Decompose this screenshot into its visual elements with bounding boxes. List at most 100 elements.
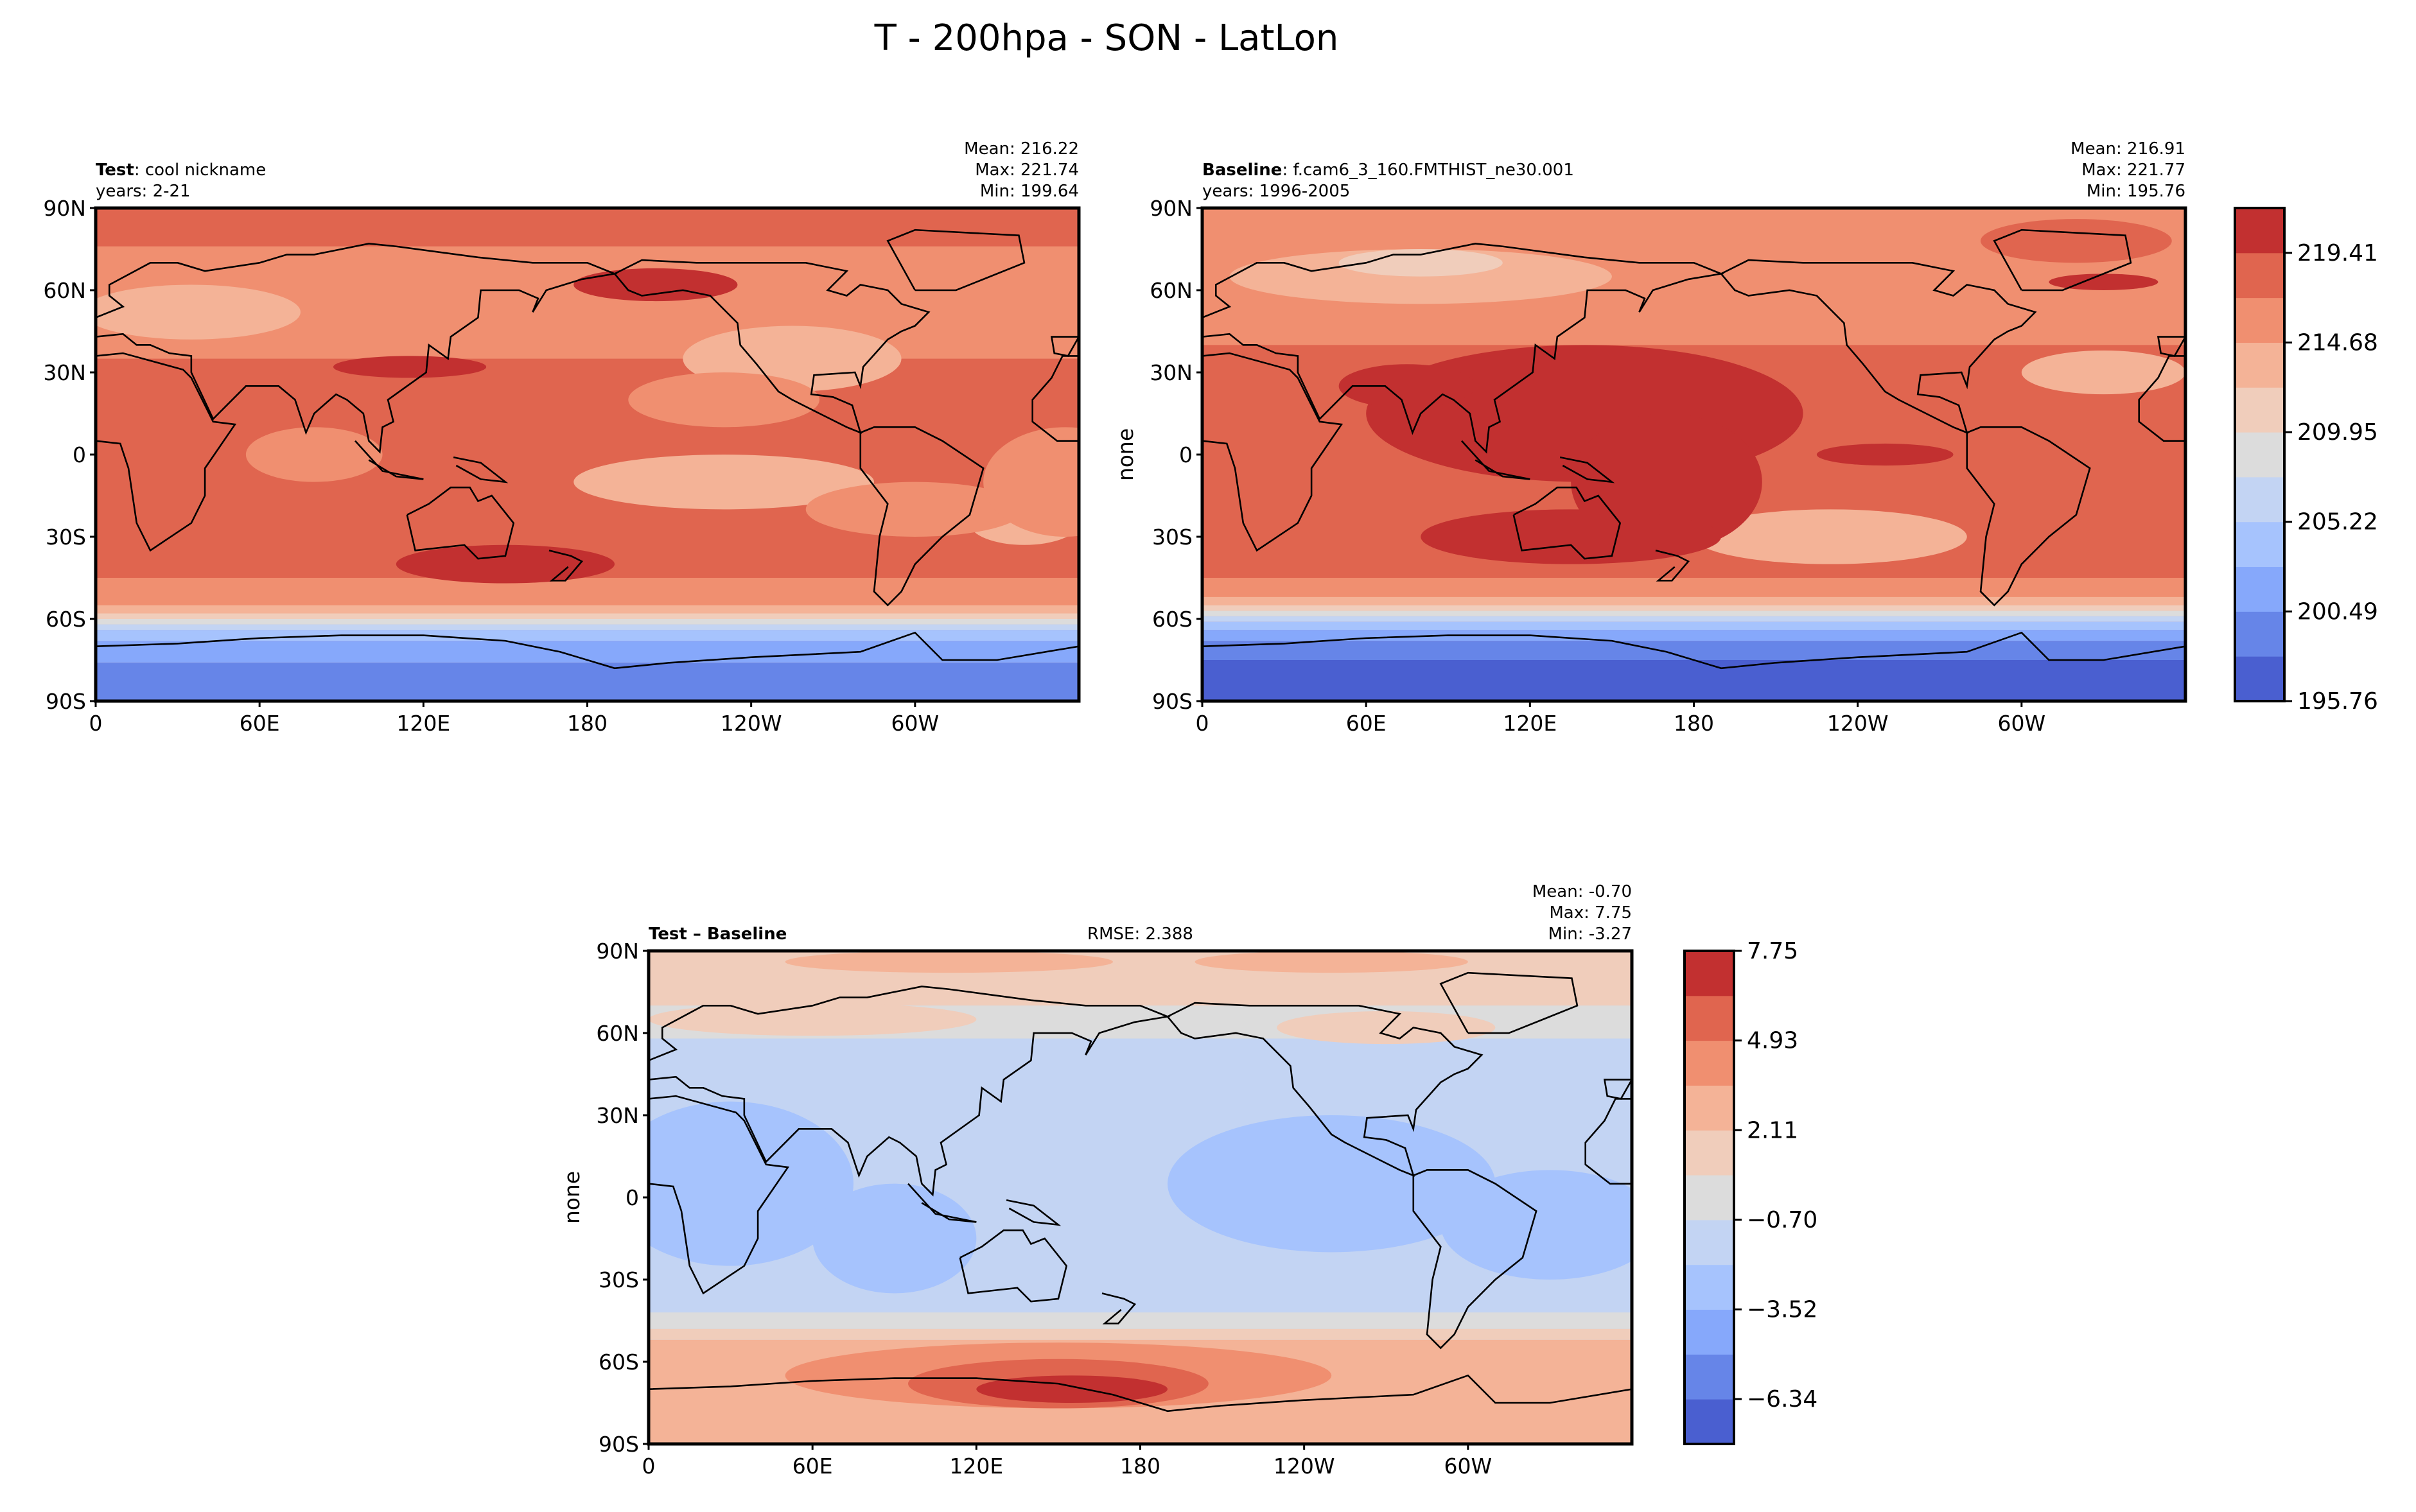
contour-region: [1195, 951, 1468, 973]
colorbar-tick-label: 219.41: [2297, 240, 2378, 266]
contour-region: [1981, 219, 2172, 263]
colorbar-swatch: [1685, 995, 1734, 1041]
coastline: [1168, 1003, 1482, 1176]
colorbar-swatch: [2235, 252, 2284, 299]
colorbar-tick-label: 214.68: [2297, 329, 2378, 356]
coastline: [1586, 1099, 1632, 1183]
coastline: [1102, 1293, 1135, 1323]
y-axis-label: none: [1113, 428, 1138, 481]
difference-panel: 0 60E 120E 180 120W 60W 90N 60N 30N 0 30S 60S 90S Tes…: [559, 882, 1634, 1479]
colorbar: 195.76 200.49 205.22 209.95 214.68 219.41: [2234, 207, 2378, 715]
y-tick-label: 30S: [599, 1267, 639, 1292]
y-tick-label: 60S: [1152, 607, 1193, 632]
colorbar-swatch: [1685, 1130, 1734, 1176]
x-tick-label: 60W: [891, 711, 940, 736]
x-tick-label: 120W: [1274, 1454, 1335, 1479]
panel-label-name: : cool nickname: [134, 161, 266, 180]
contour-region: [573, 455, 875, 510]
y-tick-label: 60N: [43, 278, 86, 303]
colorbar-frame: [2234, 207, 2286, 702]
contour-band: [1202, 630, 2185, 641]
contour-region: [1338, 249, 1503, 277]
coastline: [1202, 243, 1721, 451]
coastline: [615, 260, 929, 433]
stat-min: Min: 199.64: [980, 182, 1079, 201]
contour-region: [1421, 509, 1722, 564]
colorbar-tick-label: 4.93: [1747, 1028, 1798, 1054]
x-tick-label: 60E: [792, 1454, 833, 1479]
contour-region: [1694, 509, 1967, 564]
coastline: [1462, 441, 1530, 480]
colorbar-frame: [1683, 950, 1735, 1445]
coastline: [1440, 973, 1577, 1033]
stat-max: Max: 221.77: [2081, 161, 2185, 180]
x-tick-label: 60W: [1444, 1454, 1492, 1479]
colorbar-swatch: [2235, 342, 2284, 388]
test-panel: 0 60E 120E 180 120W 60W 90N 60N 30N 0 30S 60S 90S Tes…: [43, 139, 1081, 736]
coastline: [1051, 337, 1079, 356]
x-tick-label: 180: [567, 711, 608, 736]
coastline: [649, 1096, 788, 1293]
coastline: [549, 550, 582, 580]
contour-region: [785, 951, 1113, 973]
colorbar-swatch: [2235, 432, 2284, 478]
x-tick-label: 120W: [721, 711, 782, 736]
contour-region: [333, 356, 487, 378]
rmse-text: RMSE: 2.388: [1087, 925, 1193, 944]
x-tick-label: 120W: [1827, 711, 1889, 736]
colorbar-swatch: [1685, 1085, 1734, 1131]
y-tick-label: 90N: [43, 196, 86, 221]
contour-region: [573, 268, 738, 302]
contour-band: [96, 613, 1079, 619]
difference-map: [649, 951, 1632, 1444]
contour-region: [2021, 350, 2185, 395]
y-tick-label: 60S: [46, 607, 86, 632]
y-tick-label: 90S: [599, 1432, 639, 1457]
y-tick-label: 90N: [1150, 196, 1193, 221]
colorbar-tick-label: −0.70: [1747, 1207, 1817, 1233]
x-tick-label: 60E: [1346, 711, 1387, 736]
contour-band: [96, 624, 1079, 630]
coastline: [1033, 356, 1079, 440]
x-tick-label: 180: [1674, 711, 1714, 736]
coastline: [1604, 1080, 1632, 1099]
contour-band: [1202, 605, 2185, 611]
contour-band: [649, 1312, 1632, 1329]
colorbar-swatch: [2235, 476, 2284, 523]
y-tick-label: 90N: [596, 939, 639, 964]
panel-label-bold: Baseline: [1202, 161, 1282, 180]
contour-region: [649, 1003, 977, 1036]
colorbar-tick-label: 2.11: [1747, 1117, 1798, 1143]
y-axis-label: none: [559, 1171, 584, 1224]
coastline: [861, 427, 983, 605]
coastline: [1202, 632, 2185, 668]
contour-region: [396, 544, 615, 584]
coastline: [1560, 457, 1612, 482]
contour-band: [96, 619, 1079, 625]
coastline: [1721, 260, 2035, 433]
contour-band: [1202, 611, 2185, 616]
contour-band: [96, 605, 1079, 614]
coastline: [96, 353, 235, 550]
contour-band: [96, 641, 1079, 663]
y-tick-label: 90S: [1152, 689, 1193, 714]
coastline: [1006, 1200, 1058, 1224]
contour-region: [805, 482, 1024, 537]
contour-region: [1440, 1170, 1632, 1280]
contour-band: [1202, 641, 2185, 660]
coastline: [960, 1230, 1067, 1301]
coastline: [1967, 427, 2090, 605]
coastline: [888, 230, 1024, 290]
stat-mean: Mean: 216.22: [964, 139, 1079, 159]
x-tick-label: 0: [642, 1454, 656, 1479]
coastline: [2139, 356, 2185, 440]
x-tick-label: 60E: [240, 711, 280, 736]
contour-region: [1229, 249, 1612, 304]
colorbar-tick-label: −6.34: [1747, 1386, 1817, 1412]
contour-region: [245, 427, 383, 482]
colorbar-swatch: [1685, 951, 1734, 996]
x-tick-label: 120E: [396, 711, 450, 736]
contour-region: [1816, 443, 1954, 466]
